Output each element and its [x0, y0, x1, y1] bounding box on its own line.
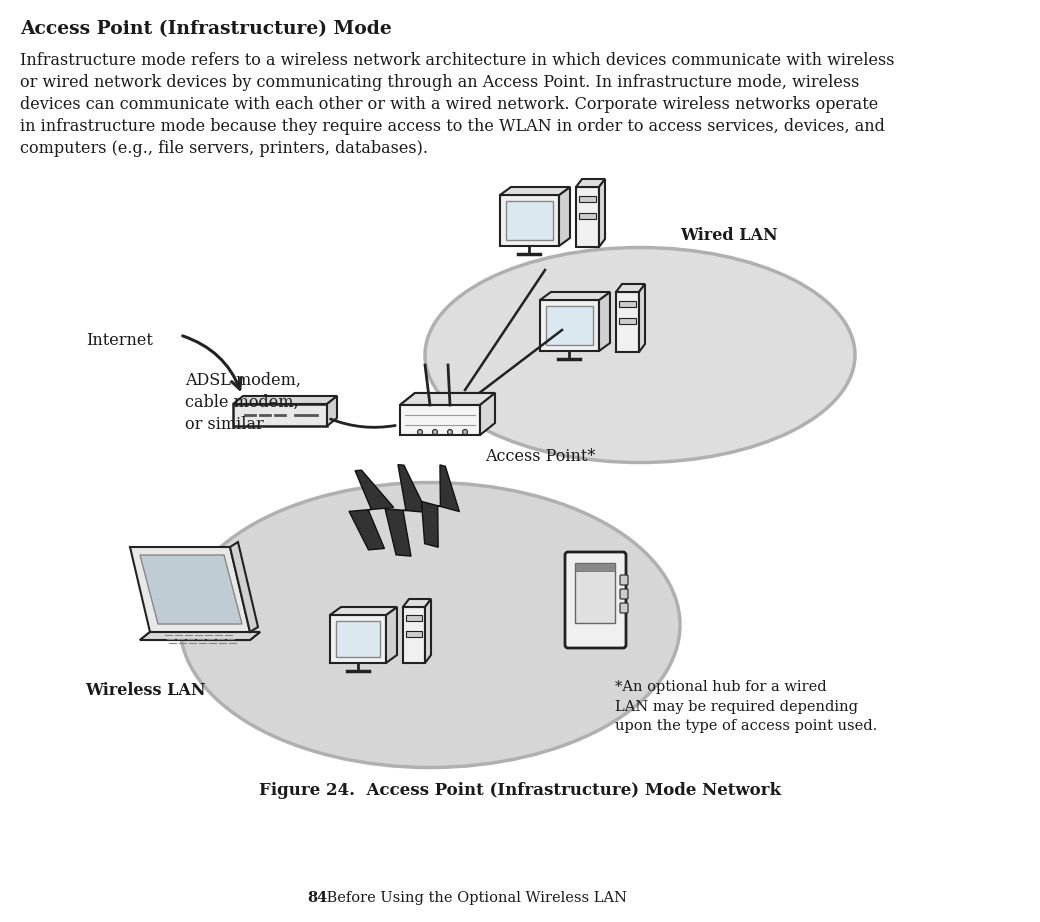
Polygon shape	[599, 292, 610, 351]
Polygon shape	[400, 393, 495, 405]
Polygon shape	[500, 187, 570, 195]
Polygon shape	[233, 396, 337, 404]
FancyBboxPatch shape	[620, 589, 628, 599]
Text: computers (e.g., file servers, printers, databases).: computers (e.g., file servers, printers,…	[20, 140, 428, 157]
Polygon shape	[639, 284, 645, 352]
Text: Wireless LAN: Wireless LAN	[85, 681, 206, 699]
Polygon shape	[575, 563, 615, 571]
Polygon shape	[500, 195, 560, 246]
Polygon shape	[576, 179, 605, 187]
Polygon shape	[560, 187, 570, 246]
Polygon shape	[579, 196, 596, 202]
Ellipse shape	[425, 247, 855, 463]
Polygon shape	[233, 404, 327, 426]
Text: Before Using the Optional Wireless LAN: Before Using the Optional Wireless LAN	[322, 891, 627, 905]
Polygon shape	[140, 632, 260, 640]
Text: Wired LAN: Wired LAN	[680, 227, 778, 243]
Text: Access Point (Infrastructure) Mode: Access Point (Infrastructure) Mode	[20, 20, 392, 38]
Polygon shape	[599, 179, 605, 247]
Circle shape	[447, 430, 452, 434]
Polygon shape	[616, 292, 639, 352]
FancyBboxPatch shape	[565, 552, 626, 648]
Text: ADSL modem,
cable modem,
or similar: ADSL modem, cable modem, or similar	[185, 372, 301, 433]
FancyBboxPatch shape	[620, 603, 628, 613]
Polygon shape	[400, 393, 495, 405]
Polygon shape	[140, 555, 242, 624]
Polygon shape	[327, 396, 337, 426]
Polygon shape	[575, 563, 615, 623]
Text: in infrastructure mode because they require access to the WLAN in order to acces: in infrastructure mode because they requ…	[20, 118, 885, 135]
Polygon shape	[540, 292, 610, 300]
Polygon shape	[406, 615, 422, 621]
Polygon shape	[336, 621, 380, 657]
Polygon shape	[330, 607, 397, 615]
Polygon shape	[579, 213, 596, 219]
Circle shape	[463, 430, 468, 434]
Polygon shape	[386, 607, 397, 663]
Polygon shape	[130, 547, 250, 632]
Polygon shape	[385, 465, 426, 556]
FancyBboxPatch shape	[620, 575, 628, 585]
Polygon shape	[546, 306, 593, 345]
Polygon shape	[330, 615, 386, 663]
Polygon shape	[506, 201, 553, 240]
Text: Infrastructure mode refers to a wireless network architecture in which devices c: Infrastructure mode refers to a wireless…	[20, 52, 894, 69]
Circle shape	[433, 430, 438, 434]
Text: *An optional hub for a wired
LAN may be required depending
upon the type of acce: *An optional hub for a wired LAN may be …	[615, 680, 878, 733]
Polygon shape	[540, 300, 599, 351]
Polygon shape	[230, 542, 258, 632]
Polygon shape	[616, 284, 645, 292]
Polygon shape	[400, 405, 480, 435]
Text: Access Point*: Access Point*	[485, 447, 595, 465]
Polygon shape	[421, 465, 460, 548]
Text: Internet: Internet	[86, 332, 154, 349]
Text: or wired network devices by communicating through an Access Point. In infrastruc: or wired network devices by communicatin…	[20, 74, 859, 91]
Polygon shape	[619, 301, 636, 307]
Polygon shape	[406, 631, 422, 637]
Polygon shape	[480, 393, 495, 435]
Polygon shape	[404, 607, 425, 663]
Polygon shape	[140, 632, 260, 640]
Polygon shape	[404, 599, 431, 607]
Text: Figure 24.  Access Point (Infrastructure) Mode Network: Figure 24. Access Point (Infrastructure)…	[259, 782, 781, 798]
Circle shape	[417, 430, 422, 434]
Ellipse shape	[180, 482, 680, 767]
Polygon shape	[619, 318, 636, 324]
Text: devices can communicate with each other or with a wired network. Corporate wirel: devices can communicate with each other …	[20, 96, 878, 113]
Polygon shape	[349, 470, 394, 550]
Text: 84: 84	[307, 891, 328, 905]
Polygon shape	[425, 599, 431, 663]
Polygon shape	[576, 187, 599, 247]
